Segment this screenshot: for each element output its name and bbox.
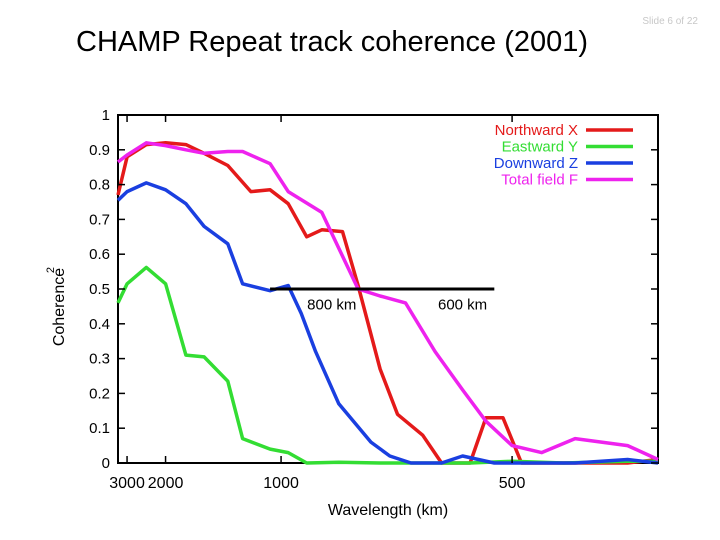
y-tick-label: 0.5 <box>89 281 110 298</box>
y-tick-label: 0.6 <box>89 246 110 263</box>
y-tick-label: 1 <box>102 107 110 124</box>
legend-label: Downward Z <box>494 155 578 172</box>
annotation-label: 600 km <box>438 297 487 314</box>
x-tick-label: 2000 <box>148 475 184 492</box>
annotation-label: 800 km <box>307 297 356 314</box>
x-axis-label: Wavelength (km) <box>328 502 448 519</box>
y-tick-label: 0.1 <box>89 420 110 437</box>
x-tick-label: 500 <box>499 475 526 492</box>
legend-label: Total field F <box>501 172 578 189</box>
y-tick-label: 0.8 <box>89 177 110 194</box>
y-tick-label: 0 <box>102 455 110 472</box>
slide-number: Slide 6 of 22 <box>642 16 698 27</box>
legend-label: Northward X <box>495 122 578 139</box>
y-tick-label: 0.7 <box>89 211 110 228</box>
series-line-downward-z <box>116 181 659 465</box>
x-tick-label: 1000 <box>263 475 299 492</box>
y-tick-label: 0.4 <box>89 316 110 333</box>
y-tick-label: 0.3 <box>89 351 110 368</box>
y-tick-label: 0.2 <box>89 385 110 402</box>
series-line-total-field-f <box>116 141 659 462</box>
y-axis-label-superscript: 2 <box>45 267 57 273</box>
y-axis-label: Coherence <box>51 268 68 346</box>
y-tick-label: 0.9 <box>89 142 110 159</box>
x-tick-label: 3000 <box>109 475 145 492</box>
legend-label: Eastward Y <box>502 139 578 156</box>
slide-title: CHAMP Repeat track coherence (2001) <box>76 26 589 58</box>
